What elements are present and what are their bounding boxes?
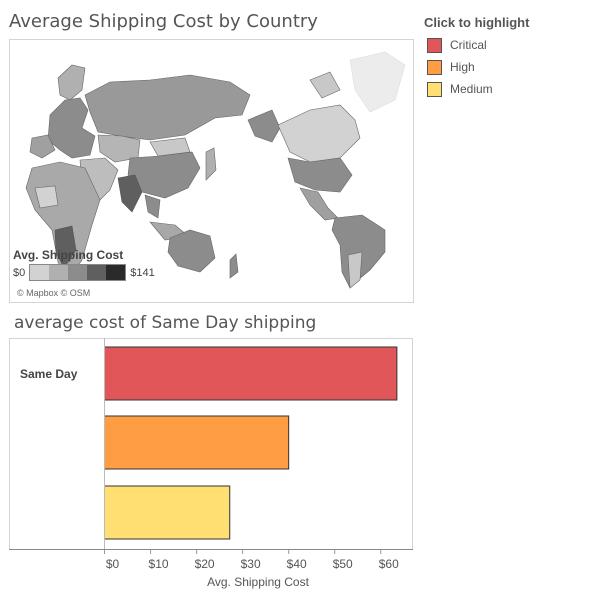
bars bbox=[104, 346, 398, 540]
highlight-legend: Click to highlight Critical High Medium bbox=[424, 15, 529, 100]
legend-label: Medium bbox=[450, 82, 493, 96]
legend-label: High bbox=[450, 60, 475, 74]
x-tick-label: $20 bbox=[195, 557, 215, 571]
map-country[interactable] bbox=[84, 74, 251, 141]
map-country[interactable] bbox=[47, 97, 96, 159]
legend-title: Click to highlight bbox=[424, 15, 530, 30]
map-country[interactable] bbox=[309, 71, 341, 99]
map-country[interactable] bbox=[54, 225, 77, 269]
x-tick-label: $40 bbox=[287, 557, 307, 571]
legend-swatch bbox=[427, 37, 442, 53]
map-country[interactable] bbox=[349, 51, 406, 113]
map-country[interactable] bbox=[29, 134, 56, 159]
color-ramp bbox=[29, 264, 127, 281]
map-color-legend: Avg. Shipping Cost $0 $141 bbox=[13, 248, 155, 281]
map-country[interactable] bbox=[117, 174, 143, 213]
map-country[interactable] bbox=[277, 104, 361, 163]
map-country[interactable] bbox=[299, 187, 339, 221]
map-legend-min: $0 bbox=[13, 266, 26, 279]
map-country[interactable] bbox=[144, 194, 161, 219]
legend-item-critical[interactable]: Critical bbox=[424, 34, 529, 56]
map-country[interactable] bbox=[347, 251, 363, 289]
bar-chart-title: average cost of Same Day shipping bbox=[14, 313, 317, 333]
map-country[interactable] bbox=[34, 185, 59, 209]
map-country[interactable] bbox=[167, 229, 216, 273]
world-map[interactable] bbox=[10, 40, 413, 302]
legend-swatch bbox=[427, 81, 442, 97]
bar-high[interactable] bbox=[104, 415, 290, 470]
ramp-step bbox=[106, 265, 126, 280]
legend-item-high[interactable]: High bbox=[424, 56, 529, 78]
x-tick-label: $30 bbox=[241, 557, 261, 571]
map-country[interactable] bbox=[247, 109, 281, 143]
map-legend-max: $141 bbox=[130, 266, 155, 279]
ramp-step bbox=[30, 265, 50, 280]
map-country[interactable] bbox=[57, 64, 86, 101]
map-title: Average Shipping Cost by Country bbox=[9, 11, 318, 32]
map-attribution[interactable]: © Mapbox © OSM bbox=[17, 288, 91, 298]
bar-medium[interactable] bbox=[104, 485, 231, 540]
map-country[interactable] bbox=[205, 147, 217, 181]
shipping-cost-map[interactable]: Avg. Shipping Cost $0 $141 © Mapbox © OS… bbox=[9, 39, 414, 303]
ramp-step bbox=[49, 265, 69, 280]
category-label: Same Day bbox=[20, 367, 78, 381]
x-tick-label: $0 bbox=[106, 557, 120, 571]
legend-swatch bbox=[427, 59, 442, 75]
bar-critical[interactable] bbox=[104, 346, 398, 401]
ramp-step bbox=[87, 265, 107, 280]
x-tick-label: $50 bbox=[333, 557, 353, 571]
legend-item-medium[interactable]: Medium bbox=[424, 78, 529, 100]
x-axis-title: Avg. Shipping Cost bbox=[207, 575, 310, 589]
ramp-step bbox=[68, 265, 88, 280]
legend-label: Critical bbox=[450, 38, 487, 52]
x-axis-ticks: $0 $10 $20 $30 $40 $50 $60 bbox=[104, 550, 399, 571]
x-tick-label: $60 bbox=[379, 557, 399, 571]
map-country[interactable] bbox=[287, 157, 353, 193]
bar-chart: Same Day $0 $10 $20 $30 $40 $50 $60 Avg. Shipp… bbox=[9, 338, 413, 589]
map-country[interactable] bbox=[229, 253, 239, 279]
x-tick-label: $10 bbox=[149, 557, 169, 571]
map-legend-title: Avg. Shipping Cost bbox=[13, 248, 124, 262]
